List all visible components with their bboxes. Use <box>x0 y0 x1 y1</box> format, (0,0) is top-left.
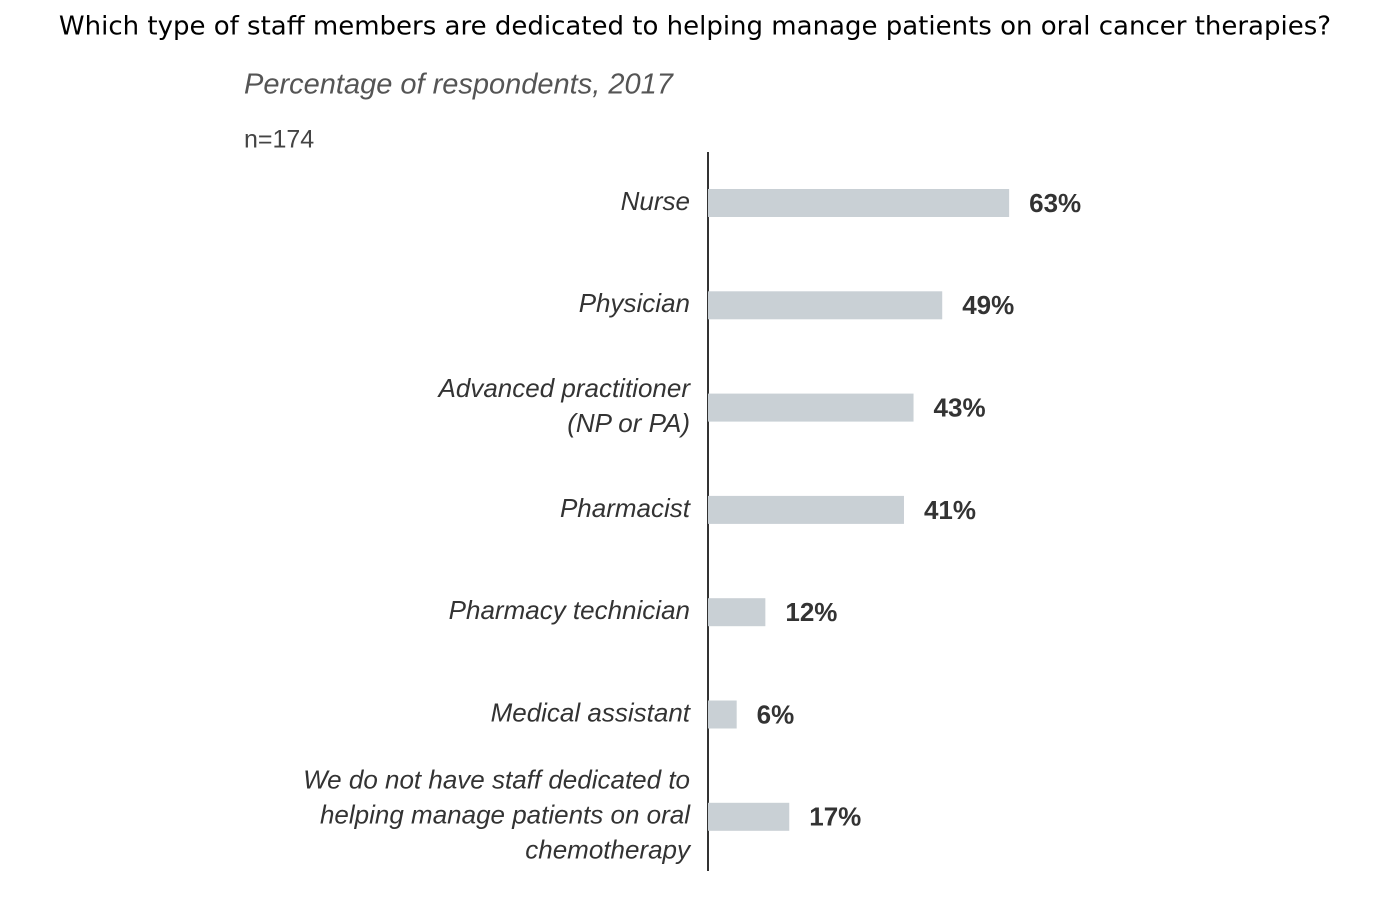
category-label: chemotherapy <box>525 835 692 865</box>
category-label: Pharmacy technician <box>449 595 690 625</box>
value-label: 12% <box>785 597 837 627</box>
category-label: Physician <box>579 288 690 318</box>
value-label: 43% <box>934 392 986 422</box>
bar <box>708 291 943 320</box>
category-label: helping manage patients on oral <box>320 800 691 830</box>
chart-title: Which type of staff members are dedicate… <box>59 12 1331 42</box>
sample-note: n=174 <box>244 126 314 154</box>
value-label: 6% <box>757 699 795 729</box>
bar <box>708 700 737 729</box>
bar <box>708 802 790 831</box>
bar <box>708 598 766 627</box>
category-label: Nurse <box>621 186 690 216</box>
value-label: 63% <box>1029 188 1081 218</box>
value-label: 41% <box>924 495 976 525</box>
category-label: Advanced practitioner <box>437 373 692 403</box>
value-label: 17% <box>809 802 861 832</box>
category-label: Medical assistant <box>491 697 692 727</box>
bar <box>708 393 914 422</box>
chart-subtitle: Percentage of respondents, 2017 <box>244 69 675 101</box>
bar <box>708 189 1010 217</box>
category-label: We do not have staff dedicated to <box>303 765 690 795</box>
value-label: 49% <box>962 290 1014 320</box>
category-label: (NP or PA) <box>567 408 690 438</box>
bar <box>708 495 904 524</box>
category-label: Pharmacist <box>560 493 692 523</box>
